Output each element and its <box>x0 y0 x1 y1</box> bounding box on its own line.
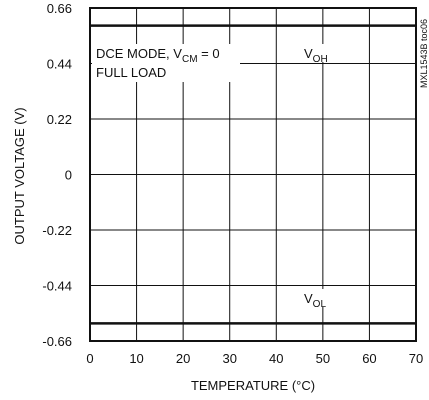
y-tick-label: 0.44 <box>47 57 72 72</box>
x-tick-label: 0 <box>86 351 93 366</box>
y-tick-label: -0.44 <box>42 279 72 294</box>
side-code: MXL1543B toc06 <box>419 19 429 88</box>
annotation-bg <box>92 44 240 82</box>
y-tick-label: 0.66 <box>47 1 72 16</box>
series-lines <box>90 24 416 325</box>
y-axis-title: OUTPUT VOLTAGE (V) <box>12 107 27 244</box>
x-tick-label: 40 <box>269 351 283 366</box>
x-tick-label: 10 <box>129 351 143 366</box>
annotation-load: FULL LOAD <box>96 65 166 80</box>
tick-labels: 0 10 20 30 40 50 60 70 0.66 0.44 0.22 0 -0.22 -0.44 -0… <box>42 1 423 366</box>
y-tick-label: 0 <box>65 168 72 183</box>
label-vol: VOL <box>304 291 326 310</box>
annotation-mode: DCE MODE, VCM = 0 <box>96 46 220 65</box>
x-tick-label: 20 <box>176 351 190 366</box>
x-tick-label: 70 <box>409 351 423 366</box>
y-tick-label: -0.66 <box>42 334 72 349</box>
plot-frame <box>89 7 417 342</box>
label-voh-bg <box>298 44 340 62</box>
label-voh: VOH <box>304 46 328 65</box>
label-vol-bg <box>298 289 340 307</box>
y-tick-label: -0.22 <box>42 223 72 238</box>
y-tick-label: 0.22 <box>47 112 72 127</box>
x-tick-label: 60 <box>362 351 376 366</box>
x-tick-label: 50 <box>316 351 330 366</box>
x-tick-label: 30 <box>222 351 236 366</box>
x-axis-title: TEMPERATURE (°C) <box>191 378 315 393</box>
